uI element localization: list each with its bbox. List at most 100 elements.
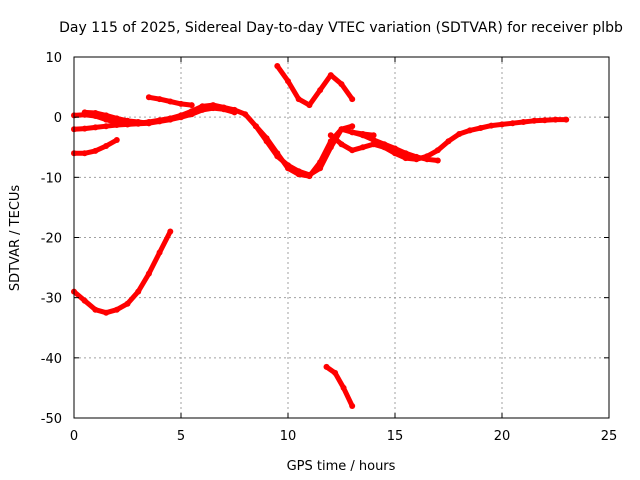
series-track-i [349,129,441,164]
data-point [327,132,334,139]
data-point [317,87,324,94]
x-axis-label: GPS time / hours [287,459,396,474]
data-point [285,165,291,172]
data-point [563,116,570,123]
data-point [338,81,345,88]
y-tick-label: -10 [41,171,62,186]
data-point [188,102,195,109]
data-point [103,143,110,149]
data-point [332,369,339,376]
series-track-d [71,137,120,157]
data-point [274,63,281,69]
data-point [445,138,452,145]
data-point [295,96,302,103]
data-point [103,112,110,119]
data-point [295,171,302,178]
y-tick-label: -30 [41,292,62,307]
grid-lines [74,57,609,418]
data-point [103,309,110,316]
data-point [188,111,195,118]
x-tick-label: 0 [70,429,78,444]
data-point [199,106,206,113]
data-point [113,137,120,143]
data-point [242,111,249,118]
data-point [220,106,227,113]
series-line [71,105,237,132]
series-track-b [71,105,238,133]
series-track-c [81,109,152,127]
data-point [178,114,184,121]
data-point [359,132,366,139]
x-tick-labels: 0 5 10 15 20 25 [70,429,617,444]
data-point [349,129,356,136]
series-track-e [145,94,195,109]
data-point [338,141,345,148]
data-point [323,363,330,370]
chart-title: Day 115 of 2025, Sidereal Day-to-day VTE… [59,20,623,36]
data-point [424,156,431,163]
y-axis-label: SDTVAR / TECUs [8,185,23,292]
data-point [81,297,88,304]
axis-ticks [73,56,610,419]
data-point [92,124,99,131]
data-point [145,270,152,277]
data-point [92,147,99,154]
series-layer [71,63,570,409]
data-point [327,72,334,79]
series-track-f [274,63,356,109]
data-point [317,159,324,166]
series-track-h [327,116,570,163]
data-point [231,109,238,116]
data-point [135,119,142,125]
data-point [113,115,120,122]
data-point [499,121,505,128]
data-point [156,118,163,125]
data-point [124,117,131,124]
data-point [531,117,538,124]
data-point [167,116,174,123]
series-track-k [323,363,356,409]
x-tick-label: 25 [601,429,618,444]
data-point [306,102,313,109]
data-point [145,94,152,101]
x-tick-label: 10 [280,429,297,444]
data-point [178,100,184,107]
data-point [477,125,484,131]
data-point [370,137,377,143]
data-point [349,147,356,154]
data-point [92,306,99,313]
data-point [274,150,281,157]
data-point [210,105,217,112]
data-point [124,300,131,307]
data-point [392,145,398,152]
data-point [402,155,409,162]
data-point [413,153,420,160]
data-point [488,122,495,129]
data-point [520,119,527,125]
data-point [285,78,291,85]
data-point [263,135,270,142]
data-point [541,117,548,124]
data-point [434,147,441,154]
y-tick-label: -40 [41,352,62,367]
y-tick-label: 0 [54,111,62,126]
data-point [306,173,313,180]
data-point [113,306,120,313]
data-point [156,249,163,256]
data-point [167,228,174,235]
data-point [135,288,142,295]
data-point [81,150,88,157]
data-point [456,131,463,137]
data-point [434,157,441,164]
y-tick-labels: -50 -40 -30 -20 -10 0 10 [41,51,62,427]
data-point [552,116,559,123]
data-point [81,125,88,132]
data-point [509,120,516,127]
data-point [349,96,356,103]
data-point [349,403,356,409]
y-tick-label: -20 [41,232,62,247]
x-tick-label: 5 [177,429,185,444]
data-point [156,96,163,103]
data-point [103,123,110,130]
